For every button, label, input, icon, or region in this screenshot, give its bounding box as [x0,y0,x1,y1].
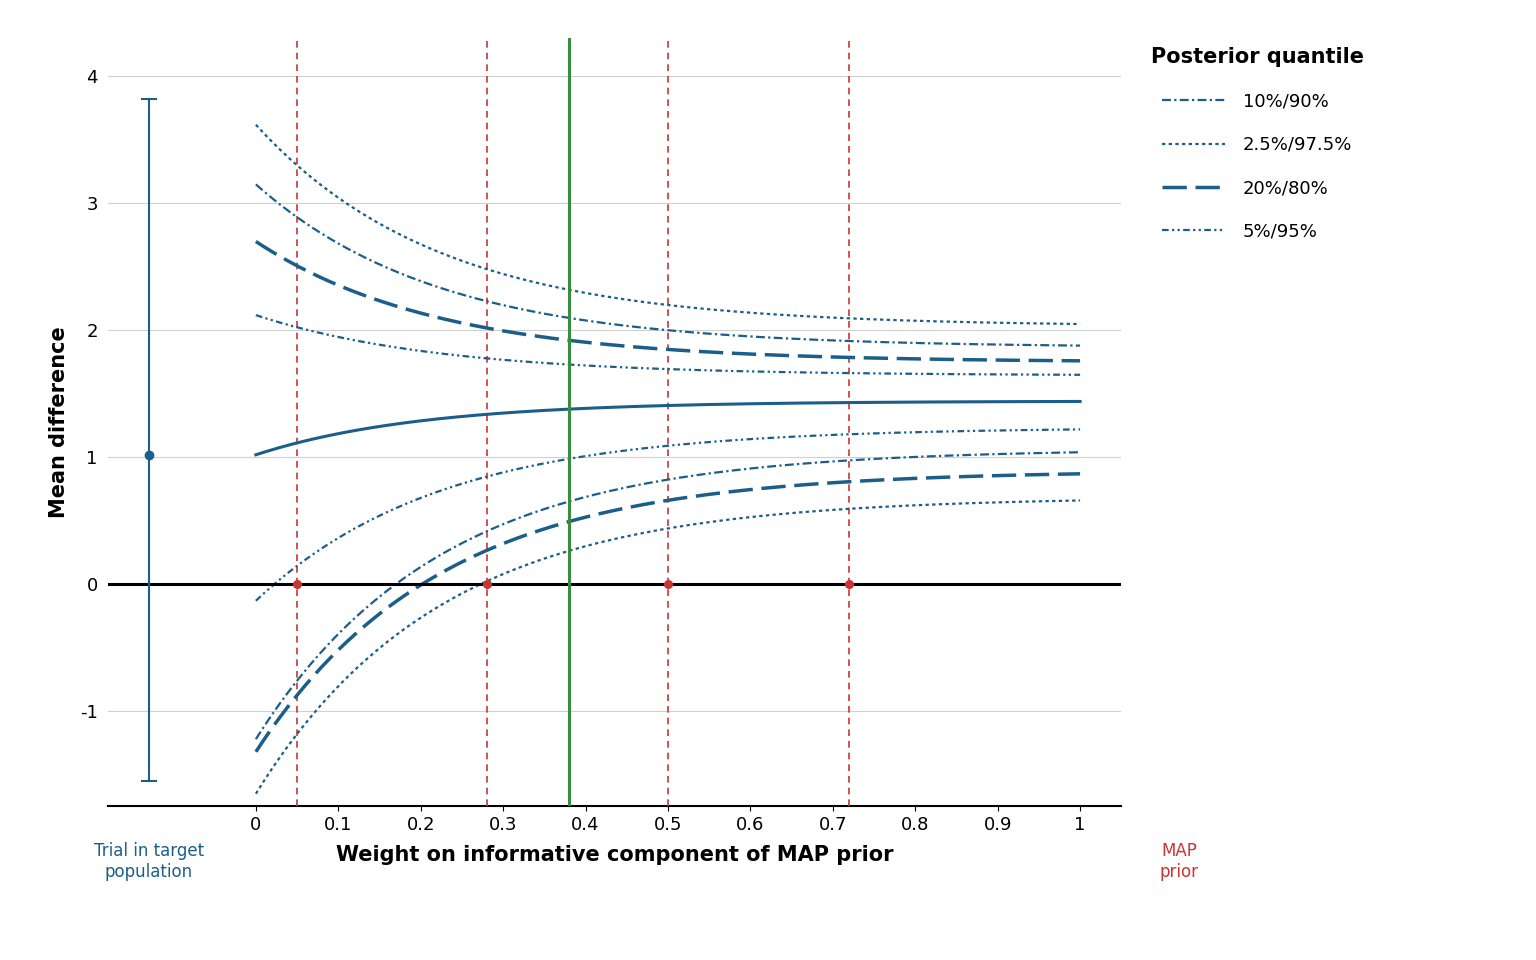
Legend: 10%/90%, 2.5%/97.5%, 20%/80%, 5%/95%: 10%/90%, 2.5%/97.5%, 20%/80%, 5%/95% [1150,47,1364,241]
Text: MAP
prior: MAP prior [1160,842,1198,880]
Y-axis label: Mean difference: Mean difference [49,326,69,518]
X-axis label: Weight on informative component of MAP prior: Weight on informative component of MAP p… [336,845,892,865]
Text: Trial in target
population: Trial in target population [94,842,204,880]
